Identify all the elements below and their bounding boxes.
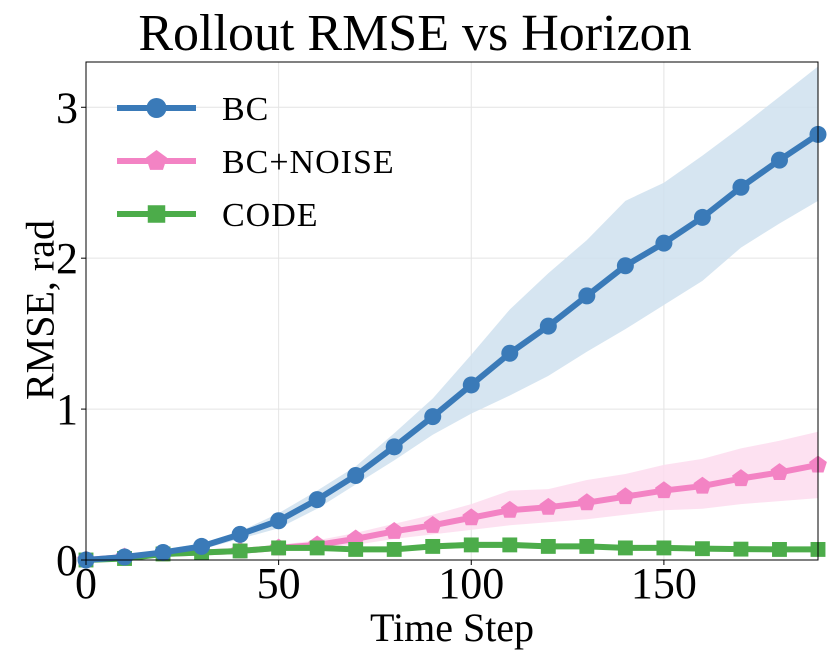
band-bc-noise (86, 431, 818, 560)
data-point-bc-noise (655, 481, 673, 499)
plot-frame (85, 61, 819, 561)
legend-marker-bc-noise (146, 150, 167, 170)
y-tick-label: 2 (56, 234, 78, 283)
data-point-bc (655, 234, 673, 252)
data-point-bc (462, 376, 480, 394)
data-point-code (348, 541, 364, 557)
data-point-bc-noise (693, 476, 712, 494)
data-point-code (579, 538, 595, 554)
x-tick-label: 150 (631, 559, 697, 608)
data-point-code (733, 541, 749, 557)
data-point-bc (770, 151, 788, 169)
legend-marker-code (147, 205, 166, 223)
data-point-code (309, 540, 325, 556)
data-point-code (617, 540, 633, 556)
data-point-bc (308, 491, 326, 509)
data-point-code (656, 540, 672, 556)
chart-title: Rollout RMSE vs Horizon (138, 5, 692, 62)
y-tick-label: 0 (56, 536, 78, 585)
data-point-bc-noise (500, 500, 519, 518)
legend-marker-bc (146, 98, 167, 118)
x-tick-label: 50 (257, 559, 301, 608)
data-point-bc-noise (732, 469, 750, 487)
tick-labels: 0 50 100 150 0 1 2 3 (56, 83, 697, 608)
data-point-code (540, 538, 556, 554)
x-tick-label: 100 (438, 559, 504, 608)
legend-label-bc: BC (222, 91, 269, 128)
y-tick-label: 3 (56, 83, 78, 132)
data-point-bc (539, 317, 557, 335)
data-point-bc (193, 537, 211, 555)
data-point-code (271, 540, 287, 556)
data-point-bc (231, 525, 249, 543)
data-point-bc-noise (539, 497, 558, 515)
data-point-bc (116, 548, 134, 566)
data-point-bc-noise (770, 463, 789, 481)
data-point-bc-noise (616, 487, 635, 505)
data-point-bc (270, 512, 288, 530)
x-tick-label: 0 (75, 559, 97, 608)
data-point-bc-noise (462, 508, 481, 526)
data-point-bc-noise (423, 515, 442, 533)
data-point-bc (732, 178, 750, 196)
legend: BC BC+NOISE CODE (117, 91, 395, 234)
data-point-bc (693, 208, 711, 226)
legend-label-bc-noise: BC+NOISE (222, 144, 395, 181)
data-point-bc (501, 344, 519, 362)
data-point-bc (578, 287, 596, 305)
data-point-code (425, 538, 441, 554)
data-point-bc-noise (385, 521, 404, 539)
x-axis-label: Time Step (369, 605, 535, 650)
data-point-code (386, 541, 402, 557)
data-point-code (502, 537, 518, 553)
legend-label-code: CODE (222, 197, 319, 234)
y-tick-label: 1 (56, 385, 78, 434)
data-point-code (463, 537, 479, 553)
axes (81, 61, 819, 565)
data-point-code (232, 543, 248, 559)
data-point-bc-noise (577, 493, 596, 511)
data-point-code (694, 541, 710, 557)
data-point-bc (347, 466, 365, 484)
data-point-bc (424, 408, 442, 426)
data-point-code (772, 541, 787, 557)
data-point-bc (616, 257, 634, 275)
data-point-bc (154, 543, 172, 561)
data-point-bc (385, 438, 403, 456)
series-lines (77, 125, 827, 569)
